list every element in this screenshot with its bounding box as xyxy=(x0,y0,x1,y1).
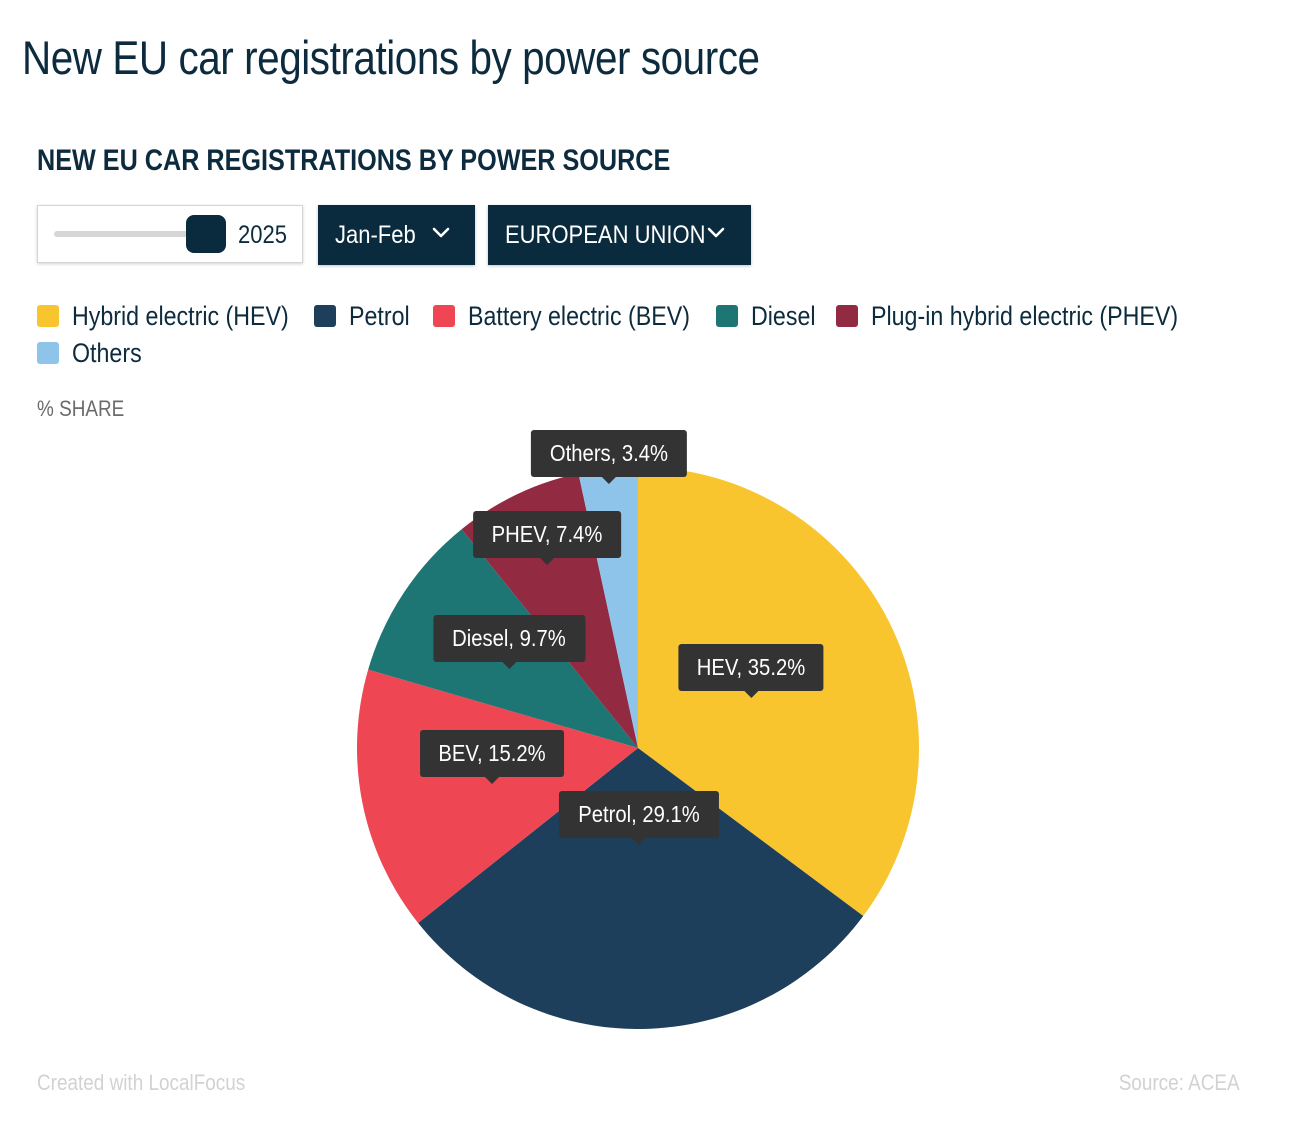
data-label-text: Petrol, 29.1% xyxy=(578,800,701,827)
data-label-phev: PHEV, 7.4% xyxy=(473,510,621,565)
chevron-down-icon xyxy=(707,227,725,238)
data-label-text: PHEV, 7.4% xyxy=(491,520,603,547)
legend-item-petrol[interactable]: Petrol xyxy=(314,298,420,334)
data-label-text: Others, 3.4% xyxy=(549,440,668,466)
legend-item-bev[interactable]: Battery electric (BEV) xyxy=(433,298,726,334)
data-label-bev: BEV, 15.2% xyxy=(419,729,564,784)
legend-item-hev[interactable]: Hybrid electric (HEV) xyxy=(37,298,324,334)
pie-slice-diesel[interactable] xyxy=(368,529,638,748)
data-label-text: HEV, 35.2% xyxy=(696,654,806,681)
chevron-down-icon xyxy=(432,227,450,238)
data-label-diesel: Diesel, 9.7% xyxy=(433,615,585,670)
data-label-text: Diesel, 9.7% xyxy=(452,625,567,652)
unit-label: % SHARE xyxy=(37,396,125,421)
legend-label: Plug-in hybrid electric (PHEV) xyxy=(871,300,1179,331)
period-dropdown-label: Jan-Feb xyxy=(335,220,416,249)
period-dropdown[interactable]: Jan-Feb xyxy=(318,205,475,265)
pie-slice-others[interactable] xyxy=(578,467,638,748)
slider-handle[interactable] xyxy=(186,215,226,253)
data-label-hev: HEV, 35.2% xyxy=(678,644,824,699)
legend-label: Diesel xyxy=(751,300,816,331)
pie-slice-petrol[interactable] xyxy=(418,748,864,1029)
legend-item-others[interactable]: Others xyxy=(37,335,153,371)
region-dropdown[interactable]: EUROPEAN UNION xyxy=(488,205,751,265)
legend-label: Petrol xyxy=(349,300,410,331)
data-label-others: Others, 3.4% xyxy=(530,430,688,484)
legend-item-diesel[interactable]: Diesel xyxy=(716,298,826,334)
chart-title: NEW EU CAR REGISTRATIONS BY POWER SOURCE xyxy=(37,144,671,177)
data-label-petrol: Petrol, 29.1% xyxy=(559,790,720,845)
footer-source: Source: ACEA xyxy=(1119,1070,1240,1095)
footer-credit[interactable]: Created with LocalFocus xyxy=(37,1070,246,1095)
page-title: New EU car registrations by power source xyxy=(22,31,760,84)
legend-swatch xyxy=(37,342,59,364)
legend-swatch xyxy=(836,305,858,327)
legend-swatch xyxy=(433,305,455,327)
slider-year-value: 2025 xyxy=(238,221,287,249)
pie-slice-phev[interactable] xyxy=(461,473,638,748)
region-dropdown-label: EUROPEAN UNION xyxy=(505,220,706,249)
pie-slice-bev[interactable] xyxy=(357,669,638,923)
legend-item-phev[interactable]: Plug-in hybrid electric (PHEV) xyxy=(836,298,1228,334)
legend-label: Battery electric (BEV) xyxy=(468,300,690,331)
legend-label: Others xyxy=(72,337,142,368)
legend-swatch xyxy=(716,305,738,327)
legend-label: Hybrid electric (HEV) xyxy=(72,300,289,331)
slider-track[interactable] xyxy=(54,231,188,237)
year-slider[interactable]: 2025 xyxy=(37,205,303,263)
legend-swatch xyxy=(37,305,59,327)
legend-swatch xyxy=(314,305,336,327)
pie-slice-hev[interactable] xyxy=(638,467,919,917)
data-label-text: BEV, 15.2% xyxy=(438,739,546,766)
